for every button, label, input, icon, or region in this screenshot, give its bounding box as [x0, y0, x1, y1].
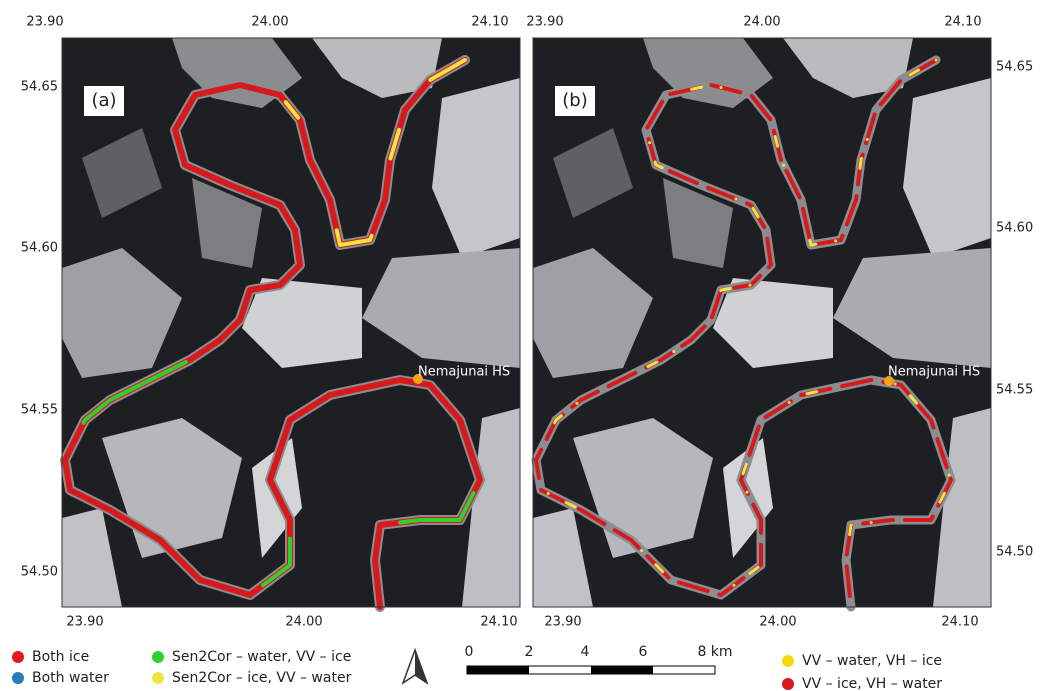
- legend-label: Sen2Cor – water, VV – ice: [172, 649, 351, 665]
- map-b: [533, 38, 991, 607]
- legend-label: VV – ice, VH – water: [802, 676, 942, 691]
- tick-label: 24.10: [480, 615, 517, 630]
- legend-swatch: [12, 651, 24, 663]
- figure: (a) (b) Nemajunai HS Nemajunai HS 23.90 …: [0, 0, 1040, 691]
- legend-swatch: [152, 651, 164, 663]
- legend-swatch: [12, 672, 24, 684]
- tick-label: 54.60: [21, 241, 58, 256]
- tick-label: 24.10: [941, 615, 978, 630]
- tick-label: 24.00: [759, 615, 796, 630]
- tick-label: 24.00: [743, 15, 780, 30]
- station-label: Nemajunai HS: [888, 365, 980, 380]
- tick-label: 24.00: [285, 615, 322, 630]
- legend-swatch: [782, 678, 794, 690]
- scale-label: 4: [581, 644, 590, 660]
- tick-label: 24.00: [251, 15, 288, 30]
- tick-label: 24.10: [944, 15, 981, 30]
- tick-label: 24.10: [471, 15, 508, 30]
- panel-label: (b): [562, 90, 587, 111]
- legend-label: Both ice: [32, 649, 89, 665]
- tick-label: 54.65: [996, 60, 1033, 75]
- legend-swatch: [152, 672, 164, 684]
- legend-swatch: [782, 655, 794, 667]
- panel-label: (a): [91, 90, 116, 111]
- scale-label: 6: [639, 644, 648, 660]
- tick-label: 54.50: [996, 545, 1033, 560]
- scale-label: 0: [465, 644, 474, 660]
- tick-label: 54.60: [996, 221, 1033, 236]
- legend-label: Both water: [32, 670, 109, 686]
- legend-label: Sen2Cor – ice, VV – water: [172, 670, 352, 686]
- tick-label: 23.90: [66, 615, 103, 630]
- tick-label: 54.65: [21, 80, 58, 95]
- tick-label: 23.90: [26, 15, 63, 30]
- tick-label: 54.55: [996, 383, 1033, 398]
- tick-label: 23.90: [526, 15, 563, 30]
- scale-label: 2: [525, 644, 534, 660]
- tick-label: 23.90: [544, 615, 581, 630]
- map-a: [62, 38, 520, 607]
- scale-bar: [467, 666, 715, 674]
- legend-label: VV – water, VH – ice: [802, 653, 942, 669]
- station-label: Nemajunai HS: [418, 365, 510, 380]
- tick-label: 54.55: [21, 403, 58, 418]
- scale-label: 8 km: [697, 644, 732, 660]
- tick-label: 54.50: [21, 565, 58, 580]
